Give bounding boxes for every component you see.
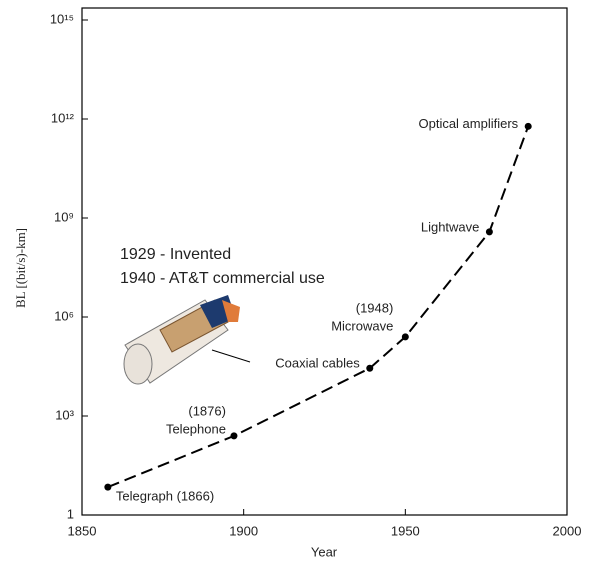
trend-line — [107, 125, 530, 489]
y-tick-label: 10⁶ — [54, 308, 74, 323]
y-tick-label: 10¹² — [51, 110, 75, 125]
y-tick-label: 10¹⁵ — [50, 11, 74, 26]
data-point — [230, 432, 238, 440]
point-label: Microwave — [331, 318, 393, 333]
point-label: Lightwave — [421, 219, 480, 234]
x-axis-label: Year — [311, 544, 338, 559]
data-point — [485, 228, 493, 236]
x-tick-label: 1950 — [391, 523, 420, 538]
plot-frame — [81, 7, 568, 516]
y-tick-label: 1 — [67, 506, 74, 521]
point-label: (1876) — [188, 403, 226, 418]
data-point — [366, 364, 374, 372]
y-tick-label: 10⁹ — [54, 209, 74, 224]
data-point — [524, 122, 532, 130]
point-label: Telephone — [166, 421, 226, 436]
x-tick-label: 2000 — [553, 523, 582, 538]
x-tick-label: 1900 — [229, 523, 258, 538]
annotation: 1929 - Invented — [120, 246, 231, 263]
point-label: Coaxial cables — [275, 356, 360, 371]
data-point — [104, 483, 112, 491]
data-point — [401, 333, 409, 341]
y-axis-label: BL [(bit/s)-km] — [13, 228, 28, 308]
annotation: 1940 - AT&T commercial use — [120, 270, 325, 287]
point-label: Telegraph (1866) — [116, 489, 214, 504]
y-tick-label: 10³ — [55, 407, 74, 422]
x-tick-label: 1850 — [68, 523, 97, 538]
point-label: (1948) — [356, 300, 394, 315]
point-label: Optical amplifiers — [418, 116, 518, 131]
coax-illustration — [123, 295, 251, 385]
